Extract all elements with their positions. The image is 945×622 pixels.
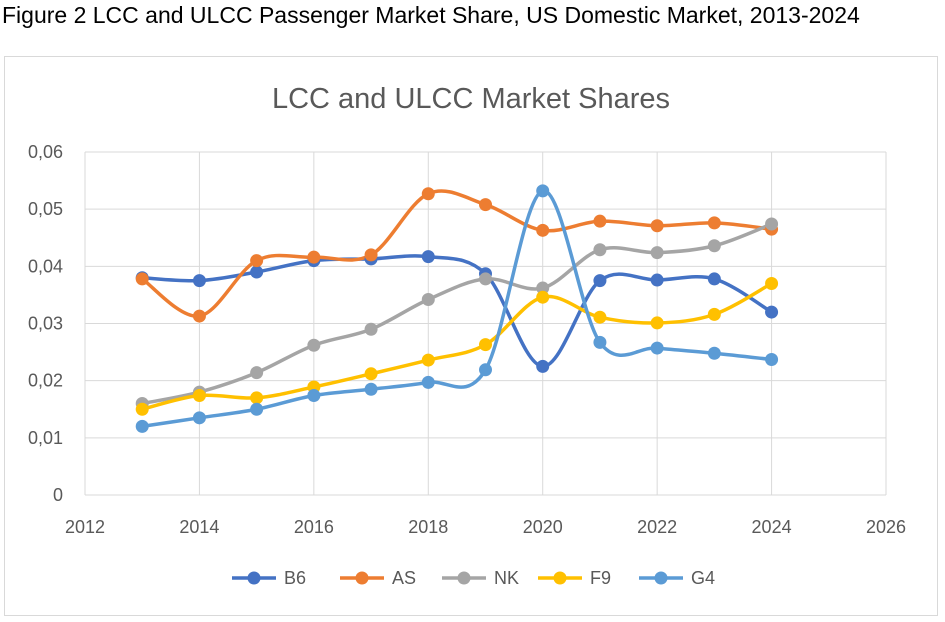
data-point-nk bbox=[593, 243, 607, 257]
x-tick-label: 2016 bbox=[294, 517, 334, 537]
data-point-f9 bbox=[593, 310, 607, 324]
data-point-f9 bbox=[650, 316, 664, 330]
x-tick-label: 2018 bbox=[408, 517, 448, 537]
legend-item-g4: G4 bbox=[639, 568, 715, 588]
data-point-b6 bbox=[593, 274, 607, 288]
data-point-f9 bbox=[479, 338, 492, 352]
x-axis-tick-labels: 2012 2014 2016 2018 2020 2022 2024 2026 bbox=[65, 517, 906, 537]
data-point-as bbox=[707, 216, 721, 230]
series-line-nk bbox=[140, 222, 774, 406]
legend-label: NK bbox=[494, 568, 519, 588]
data-point-f9 bbox=[192, 389, 206, 403]
data-point-f9 bbox=[765, 276, 779, 290]
data-point-g4 bbox=[307, 389, 321, 403]
legend-item-b6: B6 bbox=[232, 568, 306, 588]
data-point-g4 bbox=[192, 411, 206, 425]
series-lines bbox=[140, 189, 774, 429]
legend-marker bbox=[553, 571, 567, 585]
data-point-as bbox=[364, 248, 378, 262]
legend-item-f9: F9 bbox=[538, 568, 611, 588]
data-point-b6 bbox=[765, 305, 779, 319]
y-tick-label: 0,02 bbox=[28, 371, 63, 391]
data-point-f9 bbox=[135, 402, 149, 416]
legend: B6 AS NK F9 G4 bbox=[232, 568, 715, 588]
data-point-b6 bbox=[192, 274, 206, 288]
legend-marker bbox=[457, 571, 471, 585]
x-tick-label: 2022 bbox=[637, 517, 677, 537]
legend-marker bbox=[355, 571, 369, 585]
data-point-b6 bbox=[421, 250, 435, 264]
data-point-nk bbox=[650, 246, 664, 260]
data-point-nk bbox=[364, 322, 378, 336]
data-point-g4 bbox=[479, 363, 492, 377]
x-tick-label: 2012 bbox=[65, 517, 105, 537]
data-point-g4 bbox=[421, 375, 435, 389]
data-point-nk bbox=[307, 338, 321, 352]
y-axis-tick-labels: 0 0,01 0,02 0,03 0,04 0,05 0,06 bbox=[28, 142, 63, 505]
series-markers bbox=[135, 184, 779, 433]
data-point-g4 bbox=[536, 184, 550, 198]
data-point-as bbox=[650, 219, 664, 233]
data-point-g4 bbox=[135, 419, 149, 433]
y-tick-label: 0,06 bbox=[28, 142, 63, 162]
y-tick-label: 0,04 bbox=[28, 256, 63, 276]
series-line-f9 bbox=[140, 281, 774, 411]
x-tick-label: 2024 bbox=[752, 517, 792, 537]
data-point-f9 bbox=[707, 307, 721, 321]
legend-label: B6 bbox=[284, 568, 306, 588]
x-tick-label: 2020 bbox=[523, 517, 563, 537]
chart-area bbox=[4, 56, 938, 616]
data-point-g4 bbox=[364, 382, 378, 396]
data-point-b6 bbox=[707, 272, 721, 286]
data-point-as bbox=[421, 187, 435, 201]
legend-marker bbox=[247, 571, 261, 585]
data-point-b6 bbox=[650, 273, 664, 287]
data-point-as bbox=[250, 254, 264, 268]
series-line-as bbox=[140, 189, 774, 318]
data-point-g4 bbox=[593, 335, 607, 349]
data-point-nk bbox=[536, 281, 550, 295]
data-point-nk bbox=[765, 217, 779, 231]
data-point-g4 bbox=[765, 353, 779, 367]
legend-label: G4 bbox=[691, 568, 715, 588]
legend-label: F9 bbox=[590, 568, 611, 588]
legend-item-nk: NK bbox=[442, 568, 519, 588]
data-point-b6 bbox=[250, 265, 264, 279]
data-point-nk bbox=[479, 272, 492, 286]
x-tick-label: 2014 bbox=[179, 517, 219, 537]
legend-marker bbox=[654, 571, 668, 585]
data-point-nk bbox=[421, 292, 435, 306]
data-point-g4 bbox=[650, 341, 664, 355]
data-point-g4 bbox=[250, 402, 264, 416]
figure-caption: Figure 2 LCC and ULCC Passenger Market S… bbox=[2, 2, 860, 28]
data-point-b6 bbox=[536, 359, 550, 373]
data-point-as bbox=[536, 223, 550, 237]
x-tick-label: 2026 bbox=[866, 517, 906, 537]
data-point-nk bbox=[707, 239, 721, 253]
data-point-f9 bbox=[421, 353, 435, 367]
y-tick-label: 0,01 bbox=[28, 428, 63, 448]
data-point-as bbox=[192, 309, 206, 323]
data-point-f9 bbox=[250, 391, 264, 405]
data-point-as bbox=[135, 272, 149, 286]
y-tick-label: 0,05 bbox=[28, 199, 63, 219]
data-point-nk bbox=[250, 366, 264, 380]
data-point-f9 bbox=[364, 367, 378, 381]
chart-title: LCC and ULCC Market Shares bbox=[272, 83, 670, 115]
y-tick-label: 0 bbox=[53, 485, 63, 505]
y-tick-label: 0,03 bbox=[28, 314, 63, 334]
data-point-as bbox=[593, 214, 607, 228]
data-point-as bbox=[307, 250, 321, 264]
data-point-f9 bbox=[536, 290, 550, 304]
data-point-as bbox=[479, 198, 492, 212]
legend-item-as: AS bbox=[340, 568, 416, 588]
legend-label: AS bbox=[392, 568, 416, 588]
data-point-g4 bbox=[707, 346, 721, 360]
